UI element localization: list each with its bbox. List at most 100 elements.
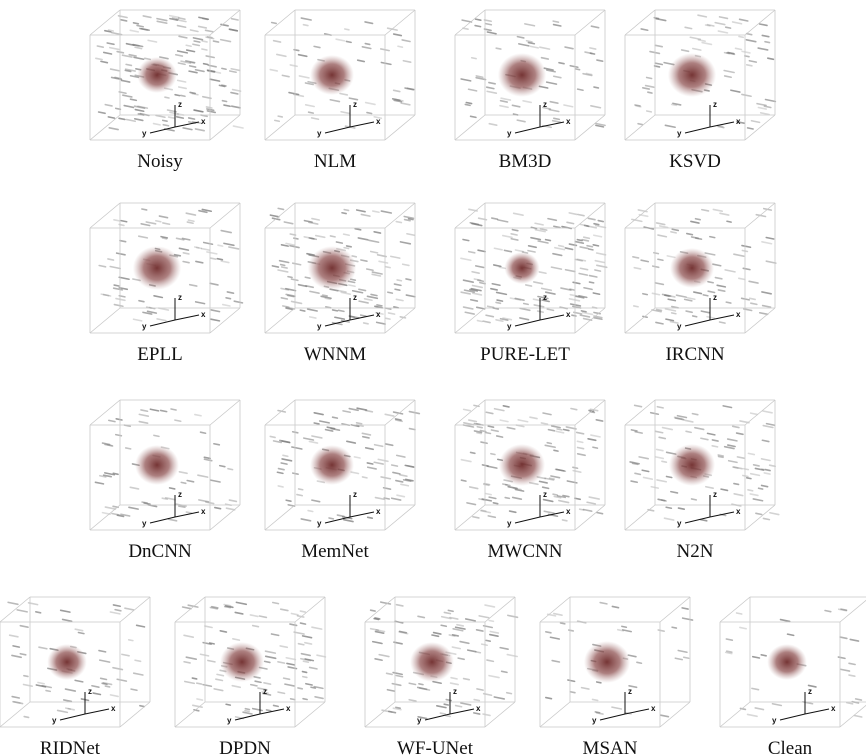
noise-speck: [668, 299, 675, 300]
noise-speck: [204, 457, 210, 458]
noise-speck: [591, 26, 598, 27]
noise-speck: [365, 22, 373, 24]
axis-label-y: y: [227, 716, 232, 725]
noise-speck: [469, 89, 477, 91]
cube-edge: [120, 702, 150, 727]
noise-speck: [719, 456, 724, 457]
noise-speck: [139, 414, 148, 416]
noise-speck: [293, 473, 298, 474]
noise-speck: [589, 282, 593, 283]
noise-speck: [177, 117, 184, 118]
noise-speck: [475, 26, 480, 27]
noise-speck: [538, 241, 548, 243]
noise-speck: [301, 18, 311, 20]
noise-speck: [464, 409, 471, 410]
noise-speck: [253, 626, 259, 627]
noise-speck: [661, 715, 669, 717]
noise-speck: [701, 311, 709, 313]
noise-speck: [410, 429, 415, 430]
noise-speck: [854, 716, 861, 717]
y-axis: [600, 714, 625, 720]
noise-speck: [578, 214, 584, 215]
noise-speck: [544, 500, 553, 502]
noise-speck: [290, 65, 297, 66]
noise-speck: [368, 517, 373, 518]
noise-speck: [461, 480, 465, 481]
axis-label-x: x: [736, 310, 741, 319]
noise-speck: [477, 307, 485, 309]
noise-speck: [287, 663, 294, 664]
noise-speck: [481, 511, 490, 513]
noise-speck: [204, 242, 213, 244]
noise-speck: [757, 104, 766, 106]
noise-speck: [658, 630, 664, 631]
noise-speck: [593, 699, 598, 700]
noise-speck: [198, 475, 208, 477]
noise-speck: [534, 282, 543, 284]
cube-edge: [540, 702, 570, 727]
noise-speck: [583, 510, 591, 512]
noise-speck: [223, 305, 230, 306]
noise-speck: [205, 626, 212, 627]
panel: zxyEPLL: [90, 203, 242, 365]
cube-edge: [455, 10, 485, 35]
noise-speck: [377, 322, 385, 324]
noise-speck: [665, 125, 675, 127]
noise-speck: [685, 299, 692, 300]
noise-speck: [750, 298, 755, 299]
noise-speck: [375, 445, 383, 447]
noise-speck: [175, 95, 180, 96]
noise-speck: [315, 697, 323, 699]
noise-speck: [634, 268, 640, 269]
noise-speck: [580, 247, 588, 249]
noise-speck: [329, 518, 333, 519]
noise-speck: [114, 285, 119, 286]
noise-speck: [571, 409, 577, 410]
noise-speck: [185, 681, 194, 683]
noise-speck: [396, 707, 400, 708]
noise-speck: [361, 315, 366, 316]
noise-speck: [551, 476, 560, 478]
noise-speck: [510, 511, 516, 512]
cube-edge: [385, 10, 415, 35]
noise-speck: [529, 246, 537, 248]
cube-edge: [0, 702, 30, 727]
noise-speck: [130, 487, 138, 489]
noise-speck: [344, 248, 348, 249]
noise-speck: [116, 435, 122, 436]
noise-speck: [181, 482, 185, 483]
panel-label: NLM: [314, 151, 356, 172]
noise-speck: [476, 19, 481, 20]
axis-label-z: z: [353, 100, 357, 109]
noise-speck: [312, 118, 319, 119]
noise-speck: [847, 703, 853, 704]
noise-speck: [554, 450, 558, 451]
noise-speck: [643, 294, 647, 295]
noise-speck: [409, 412, 419, 414]
noise-speck: [720, 17, 728, 19]
noise-speck: [347, 246, 352, 247]
noise-speck: [303, 661, 308, 662]
noise-speck: [397, 455, 405, 457]
noise-speck: [367, 113, 372, 114]
noise-speck: [761, 113, 769, 115]
noise-speck: [555, 248, 565, 250]
noise-speck: [277, 54, 286, 56]
noise-speck: [358, 60, 365, 61]
noise-speck: [666, 319, 673, 320]
noise-speck: [290, 246, 299, 248]
noise-speck: [540, 481, 548, 483]
panel: zxyPURE-LET: [455, 203, 607, 365]
noise-speck: [751, 413, 758, 414]
noise-speck: [465, 312, 474, 314]
axis-label-y: y: [507, 129, 512, 138]
noise-speck: [517, 120, 525, 122]
noise-speck: [552, 426, 560, 428]
noise-speck: [565, 248, 572, 249]
noise-speck: [190, 62, 194, 63]
noise-speck: [721, 489, 727, 490]
noise-speck: [159, 216, 167, 218]
noise-speck: [530, 417, 537, 418]
noise-speck: [441, 625, 446, 626]
noise-speck: [119, 277, 129, 279]
